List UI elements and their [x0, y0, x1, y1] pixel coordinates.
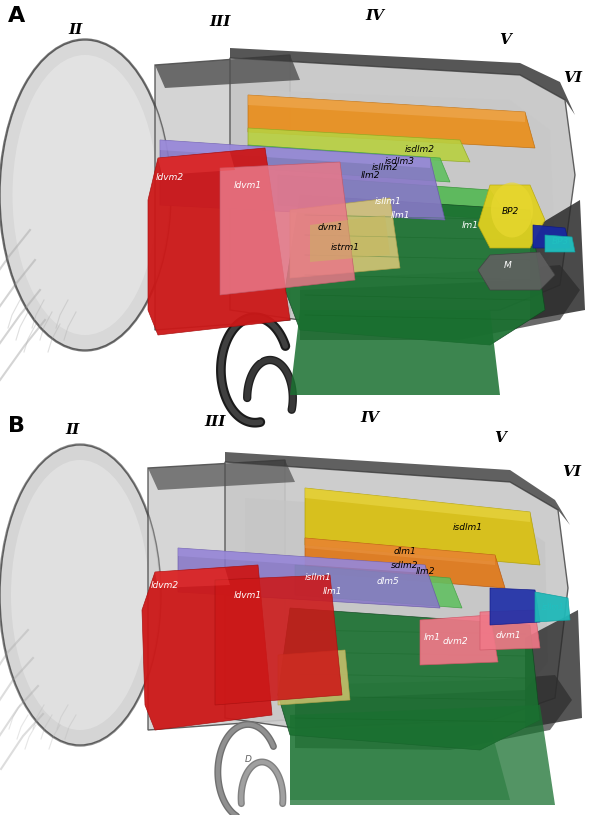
Polygon shape — [300, 265, 580, 340]
Polygon shape — [148, 460, 295, 490]
Text: VI: VI — [564, 71, 583, 85]
Polygon shape — [305, 538, 505, 588]
Polygon shape — [245, 498, 548, 700]
Polygon shape — [248, 95, 525, 122]
Polygon shape — [290, 705, 555, 805]
Polygon shape — [142, 565, 272, 730]
Polygon shape — [278, 650, 350, 705]
Polygon shape — [158, 152, 235, 175]
Polygon shape — [533, 225, 570, 248]
Polygon shape — [295, 565, 462, 608]
Polygon shape — [248, 145, 450, 182]
Polygon shape — [248, 128, 470, 162]
Text: llm1: llm1 — [322, 588, 341, 597]
Polygon shape — [230, 48, 575, 115]
Polygon shape — [225, 452, 570, 525]
Text: ldvm1: ldvm1 — [234, 180, 262, 190]
Polygon shape — [305, 538, 495, 565]
Text: M: M — [504, 261, 512, 270]
Text: VI: VI — [562, 465, 581, 479]
Polygon shape — [248, 95, 535, 148]
Text: isdlm1: isdlm1 — [453, 523, 483, 532]
Polygon shape — [480, 610, 540, 650]
Polygon shape — [478, 252, 555, 290]
Polygon shape — [178, 548, 440, 608]
Text: B: B — [8, 416, 25, 436]
Polygon shape — [155, 55, 290, 330]
Polygon shape — [155, 55, 300, 88]
Polygon shape — [420, 615, 498, 665]
Polygon shape — [250, 90, 555, 290]
Text: dvm2: dvm2 — [442, 637, 468, 646]
Text: D: D — [254, 354, 261, 363]
Bar — [0, 410, 597, 815]
Text: sdlm2: sdlm2 — [391, 561, 418, 570]
Text: llm2: llm2 — [360, 170, 380, 179]
Text: dlm5: dlm5 — [377, 578, 399, 587]
Polygon shape — [295, 675, 572, 750]
Text: ldvm2: ldvm2 — [156, 174, 184, 183]
Ellipse shape — [491, 183, 533, 237]
Text: V: V — [494, 431, 506, 445]
Polygon shape — [148, 148, 290, 335]
Polygon shape — [290, 198, 400, 278]
Polygon shape — [215, 575, 342, 705]
Polygon shape — [290, 725, 510, 800]
Polygon shape — [225, 462, 568, 728]
Polygon shape — [290, 310, 500, 395]
Text: III: III — [204, 415, 226, 429]
Text: istrm1: istrm1 — [331, 244, 359, 253]
Ellipse shape — [11, 460, 149, 730]
Text: lm1: lm1 — [461, 221, 479, 230]
Text: D: D — [245, 756, 251, 764]
Text: isdlm2: isdlm2 — [405, 146, 435, 155]
Polygon shape — [278, 175, 510, 220]
Polygon shape — [490, 588, 540, 625]
Polygon shape — [148, 460, 285, 730]
Text: dvm1: dvm1 — [495, 631, 521, 640]
Text: ldvm2: ldvm2 — [151, 580, 179, 589]
Text: II: II — [65, 423, 79, 437]
Text: III: III — [210, 15, 230, 29]
Text: ldvm1: ldvm1 — [234, 591, 262, 600]
Text: isllm1: isllm1 — [304, 574, 331, 583]
Text: llm2: llm2 — [416, 567, 435, 576]
Text: BP3: BP3 — [552, 237, 568, 246]
Ellipse shape — [13, 55, 158, 335]
Polygon shape — [310, 215, 390, 262]
Ellipse shape — [0, 445, 160, 745]
Text: dlm1: dlm1 — [393, 548, 416, 557]
Text: IV: IV — [361, 411, 380, 425]
Polygon shape — [525, 610, 582, 728]
Polygon shape — [305, 488, 530, 522]
Text: dvm1: dvm1 — [317, 223, 343, 232]
Polygon shape — [285, 195, 545, 345]
Text: IV: IV — [365, 9, 384, 23]
Text: llm1: llm1 — [390, 212, 410, 221]
Text: BP2: BP2 — [501, 208, 519, 217]
Polygon shape — [305, 488, 540, 565]
Polygon shape — [220, 162, 355, 295]
Bar — [0, 0, 597, 405]
Polygon shape — [278, 608, 540, 750]
Text: isllm1: isllm1 — [541, 603, 564, 613]
Polygon shape — [545, 235, 575, 252]
Text: lm1: lm1 — [423, 633, 441, 642]
Text: II: II — [68, 23, 82, 37]
Text: isllm1: isllm1 — [375, 197, 401, 206]
Polygon shape — [530, 200, 585, 320]
Polygon shape — [155, 568, 230, 588]
Polygon shape — [230, 58, 575, 320]
Text: V: V — [499, 33, 511, 47]
Polygon shape — [478, 185, 545, 248]
Text: isllm2: isllm2 — [371, 164, 398, 173]
Text: A: A — [8, 6, 25, 26]
Polygon shape — [160, 140, 445, 220]
Text: isdlm3: isdlm3 — [385, 157, 415, 166]
Polygon shape — [535, 592, 570, 622]
Polygon shape — [160, 140, 430, 168]
Ellipse shape — [0, 40, 170, 350]
Polygon shape — [178, 548, 425, 573]
